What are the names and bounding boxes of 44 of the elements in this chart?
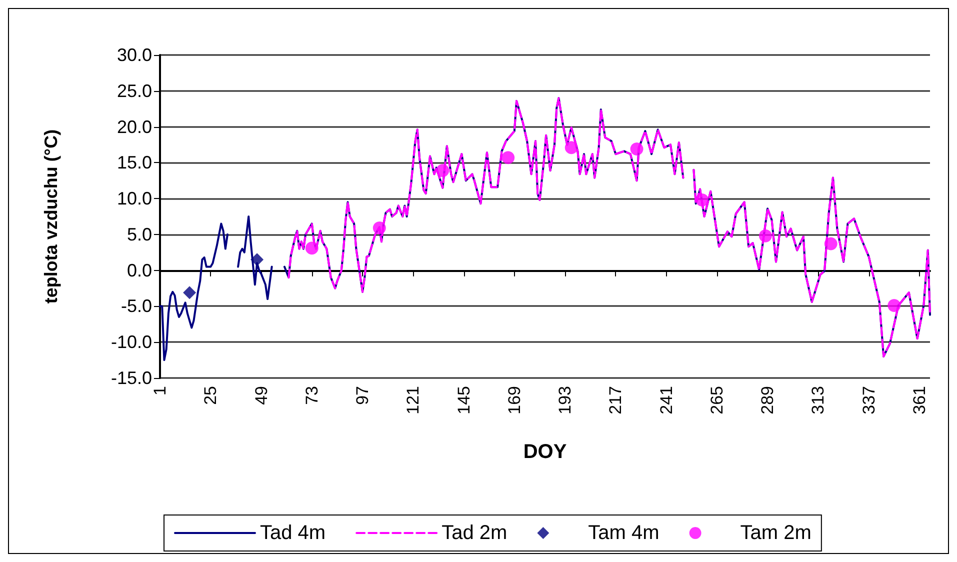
point [758,229,772,242]
point [696,193,709,206]
x-tick-label: 313 [808,386,828,414]
x-tick-label: 49 [252,386,271,405]
legend-label: Tam 4m [588,522,660,544]
y-tick-label: 15.0 [116,152,152,173]
y-tick-label: -15.0 [110,368,152,388]
y-tick-label: -10.0 [110,332,152,352]
point [824,237,838,250]
x-tick-label: 241 [656,386,676,414]
point [250,253,264,266]
point [502,151,515,164]
x-tick-label: 73 [302,386,322,405]
legend-label: Tad 4m [260,522,326,544]
x-tick-label: 25 [201,386,220,405]
x-axis-title: DOY [523,441,568,463]
y-tick-label: -5.0 [120,296,152,316]
x-tick-label: 145 [454,386,474,414]
legend-label: Tam 2m [740,522,812,544]
legend-label: Tad 2m [442,522,508,544]
x-tick-label: 193 [556,386,575,414]
y-tick-label: 10.0 [116,188,152,209]
y-tick-label: 30.0 [116,45,152,65]
x-tick-label: 217 [606,386,626,414]
x-tick-label: 265 [707,386,726,414]
point [183,286,196,300]
x-tick-label: 1 [150,386,170,396]
y-tick-label: 25.0 [116,80,152,101]
x-tick-label: 97 [353,386,372,405]
y-tick-label: 20.0 [116,116,152,137]
y-tick-label: 0.0 [126,260,152,280]
y-axis-title: teplota vzduchu (°C) [41,129,61,304]
y-tick-label: 5.0 [126,224,152,244]
x-tick-label: 337 [859,386,878,414]
x-tick-label: 121 [404,386,423,414]
x-tick-label: 169 [504,386,524,414]
point [630,142,644,156]
x-tick-label: 361 [910,386,929,414]
point [436,164,450,178]
point [564,141,578,154]
point [372,221,386,234]
point [305,242,318,255]
x-tick-label: 289 [758,386,778,414]
point [888,299,901,312]
